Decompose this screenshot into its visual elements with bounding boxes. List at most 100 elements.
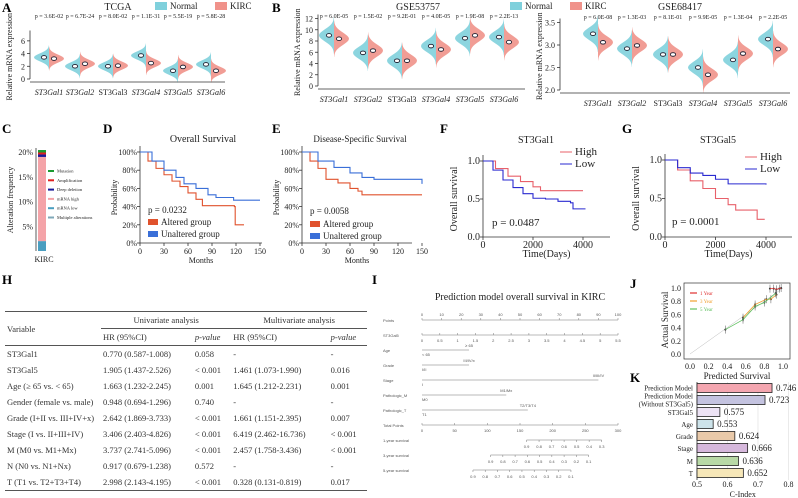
y-axis-label: Relative mRNA expression — [535, 12, 544, 100]
legend-swatch — [310, 233, 320, 239]
x-tick-label: ST3Gal5 — [724, 99, 752, 108]
y-tick-label: 15% — [18, 173, 33, 182]
x-tick-label: ST3Gal6 — [197, 88, 225, 97]
y-tick-label: 0% — [288, 239, 299, 248]
scale-tick-label: 30 — [479, 312, 484, 317]
y-tick-label: 20% — [122, 221, 137, 230]
header-multi-hr: HR (95%CI) — [231, 328, 329, 346]
scale-tick-label: 0.9 — [524, 444, 530, 449]
y-tick-label: 0% — [126, 239, 137, 248]
scale-tick-label: 0.6 — [507, 474, 513, 479]
survival-curve-altered-group — [302, 151, 422, 196]
scale-tick-label: 0.3 — [599, 444, 605, 449]
table-row: ST3Gal1 0.770 (0.587-1.008) 0.058 - - — [5, 346, 367, 363]
header-multivariate: Multivariate analysis — [231, 311, 367, 329]
p-value-label: p = 0.0058 — [310, 206, 349, 216]
cell-uni-hr: 3.737 (2.741-5.096) — [103, 445, 171, 455]
survival-curve-unaltered-group — [140, 151, 260, 201]
legend-swatch-kirc — [570, 2, 582, 10]
legend-swatch — [48, 170, 54, 172]
cell-multi-hr: 1.661 (1.151-2.395) — [233, 413, 302, 423]
median-marker — [633, 43, 641, 48]
x-tick-label: 0.4 — [722, 362, 732, 371]
scale-tick-label: 4.5 — [580, 338, 586, 343]
panel-label-h: H — [2, 272, 12, 287]
scale-tick-label: 50 — [518, 312, 523, 317]
level-label-high: II/III/IV — [593, 373, 605, 378]
cell-multi-p: < 0.001 — [330, 445, 357, 455]
y-tick-label: 20% — [18, 148, 33, 157]
level-label-high: ≥ 65 — [465, 343, 474, 348]
y-tick-label: 1.0 — [671, 284, 681, 293]
median-marker — [669, 52, 677, 57]
scale-tick-label: 0.5 — [574, 444, 580, 449]
scale-tick-label: 0.9 — [488, 459, 494, 464]
legend-label: mRNA high — [57, 196, 80, 201]
scale-tick-label: 0.8 — [536, 444, 542, 449]
cell-multi-hr: 1.461 (1.073-1.990) — [233, 365, 302, 375]
median-marker — [147, 60, 155, 66]
y-tick-label: 4 — [309, 60, 313, 69]
header-uni-p: p-value — [192, 328, 232, 346]
legend-label: High — [575, 146, 598, 158]
chart-title: Overall Survival — [170, 134, 237, 145]
y-tick-label: 2 — [21, 62, 25, 71]
p-value-label: p = 5.8E-28 — [197, 14, 226, 20]
median-marker — [495, 34, 503, 40]
legend-swatch — [48, 197, 54, 200]
median-marker — [461, 35, 469, 41]
y-tick-label: 3.0 — [545, 41, 555, 50]
reference-line — [689, 287, 784, 355]
cell-variable: Stage (I vs. II+III+IV) — [7, 429, 84, 439]
y-tick-label: 1.0 — [468, 156, 481, 167]
median-marker — [369, 48, 377, 53]
scale-tick-label: 5.5 — [615, 338, 621, 343]
median-marker — [212, 68, 220, 73]
cell-multi-p: 0.017 — [328, 474, 367, 491]
row-label: Stage — [383, 378, 394, 383]
scale-tick-label: 4 — [563, 338, 566, 343]
cell-uni-p: 0.001 — [194, 381, 215, 391]
x-tick-label: 0.7 — [753, 480, 763, 489]
cell-uni-hr: 2.642 (1.869-3.733) — [103, 413, 171, 423]
row-label: Points — [383, 318, 394, 323]
table-row: M (M0 vs. M1+Mx) 3.737 (2.741-5.096) < 0.0… — [5, 442, 367, 458]
y-tick-label: 2.5 — [545, 64, 555, 73]
median-marker — [179, 64, 187, 70]
category-label: T — [689, 470, 694, 478]
table-row: Age (≥ 65 vs. < 65) 1.663 (1.232-2.245) 0.… — [5, 378, 367, 394]
table-row: ST3Gal5 1.905 (1.437-2.526) < 0.001 1.461 (… — [5, 362, 367, 378]
category-label: Age — [681, 421, 693, 429]
scale-tick-label: 70 — [557, 312, 562, 317]
level-label-high: III/IV/x — [463, 358, 474, 363]
cell-multi-hr: - — [233, 397, 237, 407]
x-tick-label: ST3Gal3 — [654, 99, 683, 108]
median-marker — [403, 58, 411, 63]
p-value-label: p = 2.2E-05 — [759, 15, 788, 21]
y-axis-label: Relative mRNA expression — [5, 13, 14, 101]
x-axis-label: Time(Days) — [705, 249, 753, 260]
p-value-label: p = 9.9E-05 — [689, 15, 718, 21]
x-tick-label: 1.0 — [778, 362, 788, 371]
x-axis-label: Time(Days) — [523, 249, 571, 260]
chart-title: GSE68417 — [658, 2, 702, 13]
y-tick-label: 0.0 — [468, 232, 481, 243]
table-body: ST3Gal1 0.770 (0.587-1.008) 0.058 - - ST3Gal5… — [5, 346, 367, 491]
scale-tick-label: 0.7 — [495, 474, 501, 479]
bar-value-label: 0.624 — [739, 431, 760, 441]
legend-swatch — [48, 207, 54, 210]
x-tick-label: 150 — [254, 247, 266, 256]
x-tick-label: 0.6 — [723, 480, 733, 489]
y-tick-label: 10% — [18, 198, 33, 207]
median-marker — [393, 58, 401, 63]
legend-label: Altered group — [323, 219, 374, 229]
y-tick-label: 80% — [122, 166, 137, 175]
y-tick-label: 20% — [284, 221, 299, 230]
cell-multi-hr: 1.645 (1.212-2.231) — [233, 381, 302, 391]
violin-plot-A — [34, 43, 226, 83]
chart-title: GSE53757 — [396, 2, 440, 13]
x-axis-label: Predicted Survival — [704, 371, 771, 381]
survival-curve-altered-group — [140, 151, 244, 226]
cell-variable: M (M0 vs. M1+Mx) — [7, 445, 77, 455]
